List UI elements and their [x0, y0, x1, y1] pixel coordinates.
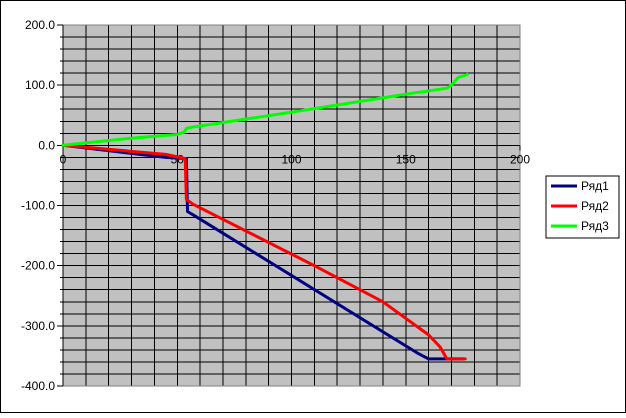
y-tick-label: 0.0	[38, 138, 55, 152]
legend: Ряд1 Ряд2 Ряд3	[545, 175, 620, 239]
y-tick-label: 100.0	[25, 78, 55, 92]
x-tick-label: 100	[281, 152, 301, 166]
series-line-1	[61, 143, 465, 361]
y-tick-label: -400.0	[21, 379, 55, 393]
y-tick-label: -300.0	[21, 319, 55, 333]
y-tick-label: -200.0	[21, 259, 55, 273]
legend-label: Ряд3	[581, 219, 609, 233]
x-tick-label: 200	[510, 152, 530, 166]
x-tick-label: 0	[60, 152, 67, 166]
legend-label: Ряд2	[581, 199, 609, 213]
series-line-3	[61, 72, 469, 147]
series-line-2	[61, 143, 467, 361]
x-tick-label: 150	[396, 152, 416, 166]
y-tick-label: -100.0	[21, 199, 55, 213]
y-tick-label: 200.0	[25, 18, 55, 32]
legend-label: Ряд1	[581, 179, 609, 193]
